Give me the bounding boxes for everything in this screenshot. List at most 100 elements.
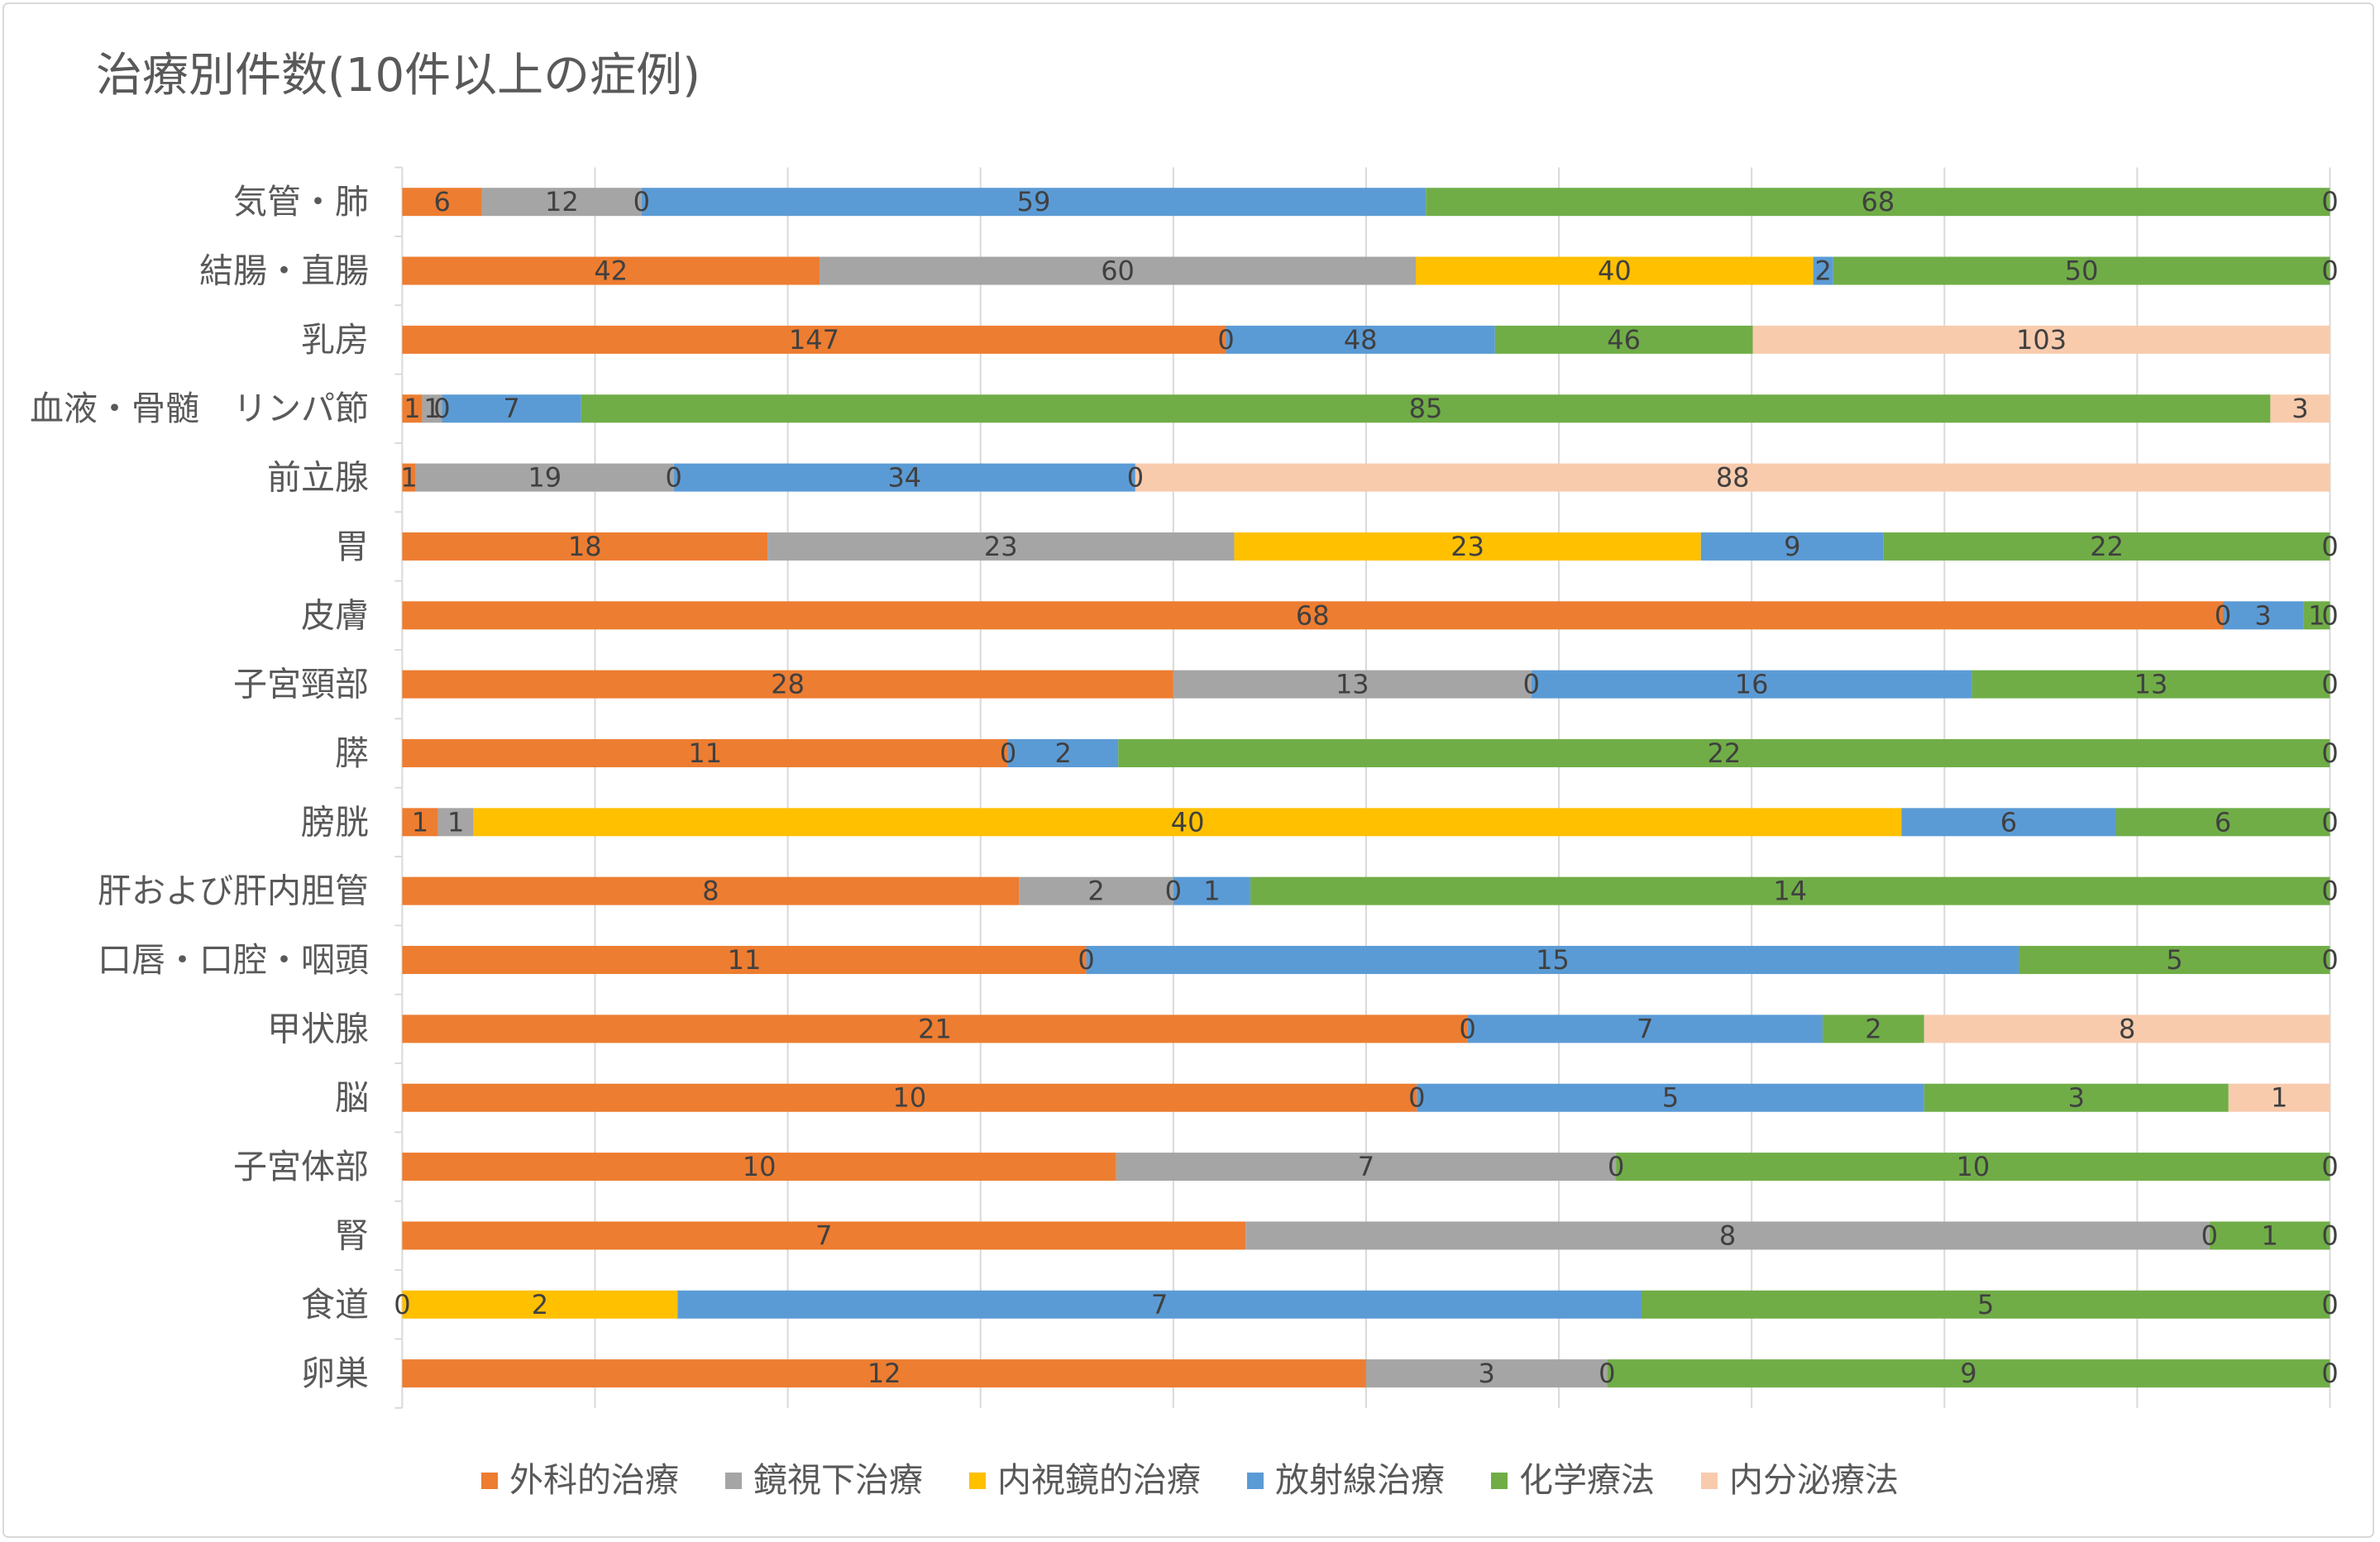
category-label: 肝および肝内胆管 [98, 871, 369, 911]
data-label-radiation: 48 [1344, 324, 1378, 356]
legend-item-chemotherapy: 化学療法 [1491, 1463, 1655, 1497]
legend-label: 外科的治療 [509, 1460, 679, 1500]
category-label: 腎 [335, 1215, 369, 1255]
bar-segment-laparoscopic [820, 256, 1417, 285]
legend-marker [1701, 1472, 1718, 1489]
bar-segment-radiation [1226, 325, 1495, 354]
category-label: 胃 [335, 527, 369, 566]
data-label-endocrine: 0 [2321, 1220, 2338, 1251]
legend-marker [1247, 1472, 1264, 1489]
bar-segment-surgery [402, 532, 768, 561]
data-label-radiation: 15 [1536, 944, 1570, 976]
bar-segment-surgery [402, 738, 1009, 767]
bar-segment-chemotherapy [1833, 256, 2330, 285]
bar-segment-laparoscopic [1365, 1359, 1608, 1388]
bar-segment-laparoscopic [481, 188, 642, 217]
data-label-surgery: 10 [892, 1082, 926, 1114]
data-label-endoscopic: 0 [666, 462, 682, 494]
data-label-surgery: 147 [789, 324, 839, 356]
category-label: 皮膚 [301, 595, 369, 635]
data-label-surgery: 1 [412, 806, 428, 838]
bar-segment-chemotherapy [2115, 808, 2330, 837]
bar-segment-radiation [677, 1290, 1642, 1319]
data-label-laparoscopic: 3 [1478, 1358, 1494, 1389]
bar-segment-surgery [402, 1359, 1366, 1388]
legend-label: 内分泌療法 [1729, 1460, 1899, 1500]
legend-item-endocrine: 内分泌療法 [1701, 1463, 1899, 1497]
data-label-chemotherapy: 1 [2308, 599, 2325, 631]
data-label-surgery: 8 [702, 876, 719, 907]
category-label: 甲状腺 [267, 1009, 369, 1048]
data-label-chemotherapy: 14 [1773, 876, 1807, 907]
bar-segment-surgery [402, 601, 2223, 630]
data-label-surgery: 7 [815, 1220, 832, 1251]
data-label-laparoscopic: 0 [1408, 1082, 1425, 1114]
bar-segment-radiation [1417, 1083, 1924, 1112]
bar-segment-laparoscopic [437, 808, 474, 837]
chart-legend: 外科的治療 鏡視下治療 内視鏡的治療 放射線治療 化学療法 内分泌療法 [0, 1463, 2380, 1497]
data-label-endoscopic: 0 [433, 393, 450, 424]
data-label-chemotherapy: 68 [1861, 186, 1895, 217]
bar-segment-chemotherapy [581, 394, 2271, 423]
legend-item-laparoscopic: 鏡視下治療 [725, 1463, 923, 1497]
bar-segment-surgery [402, 876, 1020, 905]
category-label: 脳 [335, 1078, 369, 1118]
bar-segment-endocrine [2228, 1083, 2330, 1112]
data-label-radiation: 5 [1662, 1082, 1679, 1114]
legend-item-radiation: 放射線治療 [1247, 1463, 1445, 1497]
data-label-radiation: 6 [2000, 806, 2017, 838]
data-label-chemotherapy: 46 [1607, 324, 1641, 356]
data-label-surgery: 10 [743, 1151, 777, 1182]
data-label-laparoscopic: 23 [984, 531, 1018, 562]
bar-segment-chemotherapy [1971, 670, 2330, 699]
category-label: 結腸・直腸 [199, 251, 369, 291]
data-label-laparoscopic: 1 [447, 806, 464, 838]
data-label-endocrine: 0 [2321, 186, 2338, 217]
legend-marker [481, 1472, 498, 1489]
bar-segment-chemotherapy [2303, 601, 2330, 630]
data-label-radiation: 2 [1815, 255, 1832, 287]
data-label-endoscopic: 23 [1450, 531, 1484, 562]
bar-segment-chemotherapy [1641, 1290, 2330, 1319]
bar-segment-laparoscopic [1173, 670, 1532, 699]
data-label-laparoscopic: 1 [423, 393, 440, 424]
legend-label: 放射線治療 [1275, 1460, 1445, 1500]
bar-segment-radiation [1700, 532, 1884, 561]
data-label-surgery: 68 [1296, 599, 1330, 631]
category-label: 血液・骨髄 リンパ節 [30, 389, 369, 428]
data-label-chemotherapy: 3 [2068, 1082, 2085, 1114]
category-label: 卵巣 [301, 1353, 369, 1393]
data-label-surgery: 11 [728, 944, 762, 976]
bar-segment-endoscopic [1234, 532, 1701, 561]
data-label-laparoscopic: 12 [545, 186, 579, 217]
bar-segment-chemotherapy [1118, 738, 2330, 767]
legend-marker [969, 1472, 986, 1489]
bar-segment-endoscopic [1416, 256, 1814, 285]
data-label-laparoscopic: 13 [1336, 669, 1369, 700]
data-label-radiation: 2 [1054, 738, 1071, 769]
bar-segment-chemotherapy [1607, 1359, 2330, 1388]
bar-segment-laparoscopic [415, 463, 674, 492]
data-label-endoscopic: 0 [1523, 669, 1540, 700]
bar-segment-surgery [402, 808, 438, 837]
data-label-chemotherapy: 6 [2215, 806, 2231, 838]
data-label-chemotherapy: 13 [2134, 669, 2168, 700]
bar-segment-chemotherapy [1250, 876, 2330, 905]
category-label: 膀胱 [301, 802, 369, 842]
data-label-laparoscopic: 0 [1000, 738, 1016, 769]
data-label-endocrine: 8 [2119, 1013, 2135, 1044]
data-label-chemotherapy: 10 [1956, 1151, 1990, 1182]
bar-segment-chemotherapy [1823, 1014, 1924, 1043]
bar-segment-radiation [1901, 808, 2116, 837]
bar-segment-chemotherapy [1924, 1083, 2229, 1112]
data-label-surgery: 42 [594, 255, 628, 287]
data-label-radiation: 0 [1608, 1151, 1624, 1182]
bar-segment-surgery [402, 188, 482, 217]
data-label-surgery: 28 [771, 669, 805, 700]
bar-segment-radiation [1086, 946, 2019, 975]
data-label-chemotherapy: 9 [1960, 1358, 1976, 1389]
legend-item-surgery: 外科的治療 [481, 1463, 679, 1497]
